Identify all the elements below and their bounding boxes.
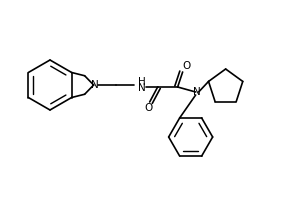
Text: H: H	[138, 77, 146, 87]
Text: N: N	[91, 80, 98, 90]
Text: N: N	[193, 87, 200, 97]
Text: O: O	[182, 61, 191, 71]
Text: O: O	[145, 103, 153, 113]
Text: N: N	[138, 83, 146, 93]
